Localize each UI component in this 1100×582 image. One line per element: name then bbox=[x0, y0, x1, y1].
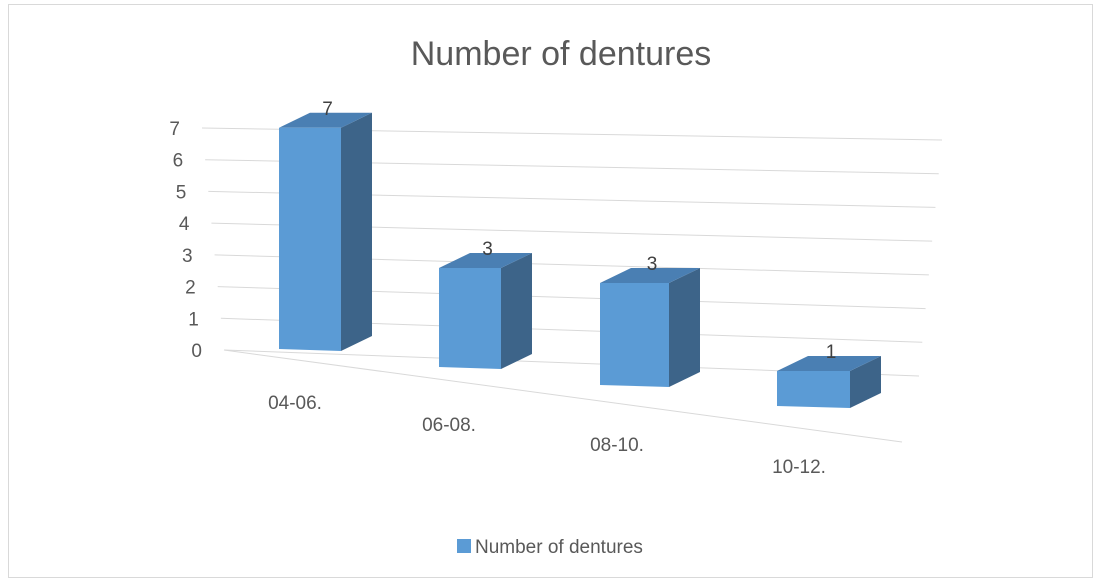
bar-top bbox=[600, 268, 700, 283]
bar-front bbox=[777, 371, 850, 408]
x-axis: 04-06. 06-08. 08-10. 10-12. bbox=[268, 393, 826, 478]
bar-front bbox=[279, 127, 341, 351]
x-tick-label: 06-08. bbox=[422, 415, 476, 436]
bar bbox=[777, 356, 881, 408]
legend-label: Number of dentures bbox=[475, 537, 643, 558]
x-axis-line bbox=[223, 349, 903, 443]
y-tick-label: 1 bbox=[188, 309, 199, 330]
bar-series bbox=[279, 112, 881, 408]
legend-swatch bbox=[457, 539, 471, 553]
legend: Number of dentures bbox=[457, 537, 643, 558]
bar-top bbox=[279, 112, 372, 128]
data-label: 3 bbox=[482, 239, 493, 260]
x-tick-label: 08-10. bbox=[590, 435, 644, 456]
y-axis: 0 1 2 3 4 5 6 7 bbox=[169, 119, 202, 362]
data-label: 1 bbox=[826, 342, 837, 363]
y-tick-label: 4 bbox=[179, 214, 190, 235]
data-label: 7 bbox=[322, 99, 333, 120]
data-labels: 7 3 3 1 bbox=[322, 99, 836, 363]
bar-top bbox=[777, 356, 881, 371]
y-tick-label: 3 bbox=[182, 246, 193, 267]
bar-side bbox=[669, 268, 700, 387]
y-tick-label: 5 bbox=[176, 182, 187, 203]
bar-side bbox=[501, 253, 532, 369]
bar bbox=[439, 253, 532, 369]
x-tick-label: 04-06. bbox=[268, 393, 322, 414]
bar bbox=[279, 112, 372, 351]
bar-side bbox=[341, 112, 372, 351]
bar-top bbox=[439, 253, 532, 268]
bar-side bbox=[850, 356, 881, 408]
y-tick-label: 2 bbox=[185, 278, 196, 299]
y-tick-label: 6 bbox=[173, 151, 184, 172]
bar bbox=[600, 268, 700, 387]
data-label: 3 bbox=[647, 254, 658, 275]
y-tick-label: 7 bbox=[169, 119, 180, 140]
x-tick-label: 10-12. bbox=[772, 457, 826, 478]
y-tick-label: 0 bbox=[191, 341, 202, 362]
chart-title: Number of dentures bbox=[411, 35, 712, 73]
bar-front bbox=[600, 283, 669, 387]
bar-front bbox=[439, 268, 501, 369]
